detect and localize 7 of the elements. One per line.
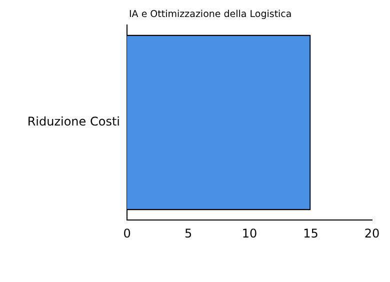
x-tick-label: 20 xyxy=(364,226,380,240)
x-tick-label: 5 xyxy=(184,226,192,240)
y-tick-label: Riduzione Costi xyxy=(27,114,120,129)
x-tick-label: 10 xyxy=(242,226,258,240)
x-tick-label: 0 xyxy=(123,226,131,240)
chart-title: IA e Ottimizzazione della Logistica xyxy=(129,9,292,20)
x-tick-label: 15 xyxy=(303,226,318,240)
